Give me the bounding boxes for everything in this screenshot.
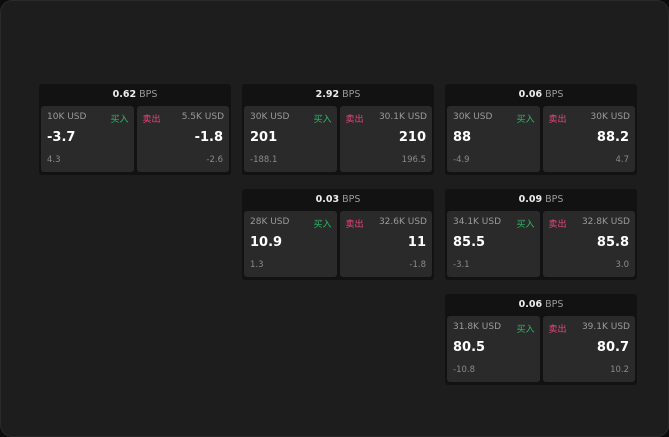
spread-unit: BPS	[342, 89, 361, 100]
sell-card[interactable]: 卖出 30K USD 88.2 4.7	[542, 106, 635, 172]
buy-card[interactable]: 30K USD 买入 201 -188.1	[244, 106, 337, 172]
quote-panel: 0.03 BPS 28K USD 买入 10.9 1.3 卖出 32.6K USD …	[242, 189, 434, 280]
bid-size: 10K USD	[47, 112, 87, 122]
bid-size: 30K USD	[250, 112, 290, 122]
buy-card[interactable]: 30K USD 买入 88 -4.9	[447, 106, 540, 172]
ask-size: 32.8K USD	[581, 217, 630, 227]
sell-label: 卖出	[142, 115, 161, 125]
spread-value: 2.92	[315, 89, 340, 100]
ask-price: 11	[407, 235, 426, 250]
sell-label: 卖出	[345, 115, 364, 125]
sell-label: 卖出	[548, 220, 567, 230]
bid-price: 85.5	[453, 235, 486, 250]
sell-card[interactable]: 卖出 39.1K USD 80.7 10.2	[542, 316, 635, 382]
buy-label: 买入	[313, 220, 332, 230]
ask-change: 3.0	[615, 260, 629, 270]
ask-change: 4.7	[615, 155, 629, 165]
buy-label: 买入	[516, 220, 535, 230]
buy-card[interactable]: 28K USD 买入 10.9 1.3	[244, 211, 337, 277]
spread-unit: BPS	[342, 194, 361, 205]
sell-card[interactable]: 卖出 32.6K USD 11 -1.8	[339, 211, 432, 277]
buy-card[interactable]: 34.1K USD 买入 85.5 -3.1	[447, 211, 540, 277]
buy-label: 买入	[110, 115, 129, 125]
bid-change: -10.8	[453, 365, 475, 375]
sell-card[interactable]: 卖出 30.1K USD 210 196.5	[339, 106, 432, 172]
bid-price: 80.5	[453, 340, 486, 355]
spread-value: 0.09	[518, 194, 543, 205]
sell-label: 卖出	[548, 325, 567, 335]
sell-label: 卖出	[345, 220, 364, 230]
bid-change: 1.3	[250, 260, 264, 270]
spread-header: 0.06 BPS	[445, 294, 637, 316]
bid-size: 28K USD	[250, 217, 290, 227]
bid-price: 88	[453, 130, 472, 145]
quote-panel: 0.06 BPS 31.8K USD 买入 80.5 -10.8 卖出 39.1K …	[445, 294, 637, 385]
bid-change: -4.9	[453, 155, 470, 165]
spread-unit: BPS	[545, 89, 564, 100]
ask-size: 30.1K USD	[378, 112, 427, 122]
ask-price: -1.8	[194, 130, 223, 145]
buy-label: 买入	[313, 115, 332, 125]
bid-change: 4.3	[47, 155, 61, 165]
ask-size: 32.6K USD	[378, 217, 427, 227]
buy-card[interactable]: 31.8K USD 买入 80.5 -10.8	[447, 316, 540, 382]
bid-change: -3.1	[453, 260, 470, 270]
spread-header: 0.09 BPS	[445, 189, 637, 211]
bid-size: 34.1K USD	[453, 217, 502, 227]
spread-unit: BPS	[545, 194, 564, 205]
bid-change: -188.1	[250, 155, 278, 165]
spread-unit: BPS	[139, 89, 158, 100]
spread-header: 0.03 BPS	[242, 189, 434, 211]
ask-price: 80.7	[596, 340, 629, 355]
buy-label: 买入	[516, 115, 535, 125]
sell-card[interactable]: 卖出 5.5K USD -1.8 -2.6	[136, 106, 229, 172]
quote-panel: 2.92 BPS 30K USD 买入 201 -188.1 卖出 30.1K US…	[242, 84, 434, 175]
ask-change: 196.5	[401, 155, 426, 165]
bid-size: 31.8K USD	[453, 322, 502, 332]
spread-value: 0.62	[112, 89, 137, 100]
spread-unit: BPS	[545, 299, 564, 310]
quote-panel: 0.09 BPS 34.1K USD 买入 85.5 -3.1 卖出 32.8K U…	[445, 189, 637, 280]
spread-header: 2.92 BPS	[242, 84, 434, 106]
ask-change: -2.6	[206, 155, 223, 165]
ask-size: 39.1K USD	[581, 322, 630, 332]
spread-value: 0.03	[315, 194, 340, 205]
spread-value: 0.06	[518, 89, 543, 100]
quote-panel: 0.06 BPS 30K USD 买入 88 -4.9 卖出 30K USD 88.…	[445, 84, 637, 175]
ask-price: 88.2	[596, 130, 629, 145]
sell-label: 卖出	[548, 115, 567, 125]
quote-panel: 0.62 BPS 10K USD 买入 -3.7 4.3 卖出 5.5K USD -…	[39, 84, 231, 175]
bid-size: 30K USD	[453, 112, 493, 122]
ask-size: 5.5K USD	[181, 112, 224, 122]
buy-card[interactable]: 10K USD 买入 -3.7 4.3	[41, 106, 134, 172]
ask-change: 10.2	[610, 365, 629, 375]
buy-label: 买入	[516, 325, 535, 335]
spread-value: 0.06	[518, 299, 543, 310]
spread-header: 0.62 BPS	[39, 84, 231, 106]
bid-price: 10.9	[250, 235, 283, 250]
bid-price: -3.7	[47, 130, 76, 145]
ask-price: 210	[398, 130, 426, 145]
bid-price: 201	[250, 130, 278, 145]
sell-card[interactable]: 卖出 32.8K USD 85.8 3.0	[542, 211, 635, 277]
spread-header: 0.06 BPS	[445, 84, 637, 106]
ask-price: 85.8	[596, 235, 629, 250]
ask-change: -1.8	[409, 260, 426, 270]
ask-size: 30K USD	[590, 112, 630, 122]
